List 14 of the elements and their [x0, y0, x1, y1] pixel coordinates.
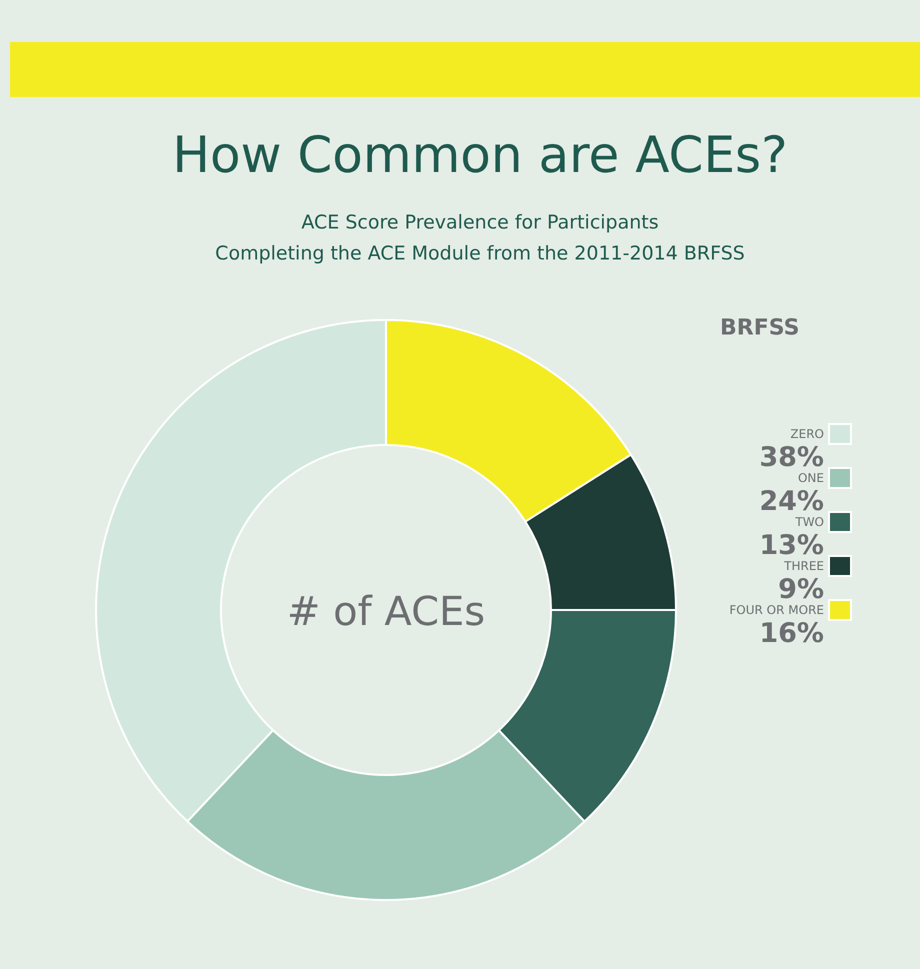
- legend-label: ONE: [798, 470, 824, 486]
- data-label: 9%: [778, 574, 824, 605]
- legend-label: FOUR OR MORE: [729, 602, 824, 618]
- text: # of ACEs: [286, 589, 486, 635]
- chart-subtitle: ACE Score Prevalence for Participants Completing the ACE Module from the 2011-2014 BRFSS: [215, 212, 745, 264]
- data-label: 16%: [759, 618, 824, 650]
- data-label: 38%: [759, 442, 824, 473]
- legend-title: BRFSS: [720, 316, 800, 340]
- chart-title: How Common are ACEs?: [172, 126, 788, 184]
- data-label: 13%: [759, 530, 824, 561]
- data-label: 24%: [759, 486, 824, 517]
- legend-label: ZERO: [790, 426, 824, 442]
- legend-label: TWO: [795, 514, 824, 530]
- legend-label: THREE: [784, 558, 824, 574]
